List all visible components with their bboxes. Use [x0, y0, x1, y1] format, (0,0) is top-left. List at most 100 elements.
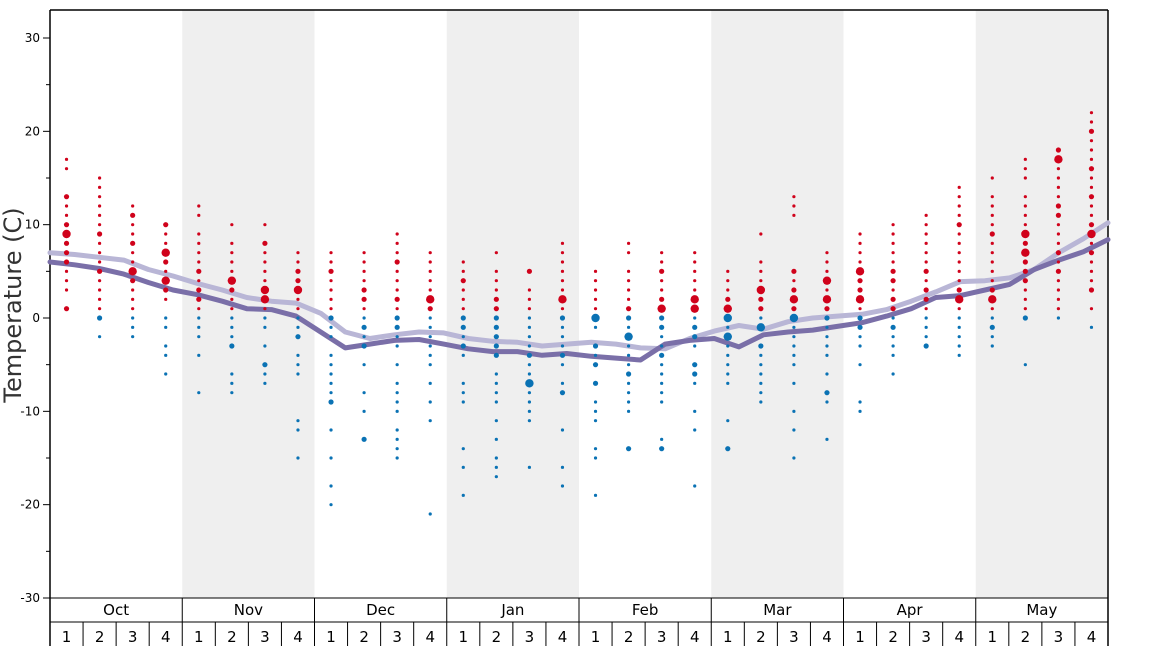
- warm-dot: [1056, 223, 1061, 227]
- warm-dot: [1022, 259, 1028, 265]
- warm-dot: [990, 260, 994, 264]
- warm-dot: [1089, 213, 1094, 217]
- cold-dot: [164, 325, 168, 329]
- week-label: 2: [492, 628, 502, 646]
- cold-dot: [461, 335, 465, 339]
- warm-dot: [822, 295, 832, 304]
- cold-dot: [792, 335, 796, 339]
- warm-dot: [989, 231, 995, 237]
- warm-dot: [1023, 307, 1027, 311]
- cold-dot: [395, 381, 399, 385]
- month-band: [446, 10, 579, 598]
- cold-dot: [460, 324, 466, 330]
- warm-dot: [197, 213, 201, 217]
- cold-dot: [792, 428, 796, 432]
- warm-dot: [97, 176, 102, 180]
- warm-dot: [130, 240, 136, 246]
- cold-dot: [825, 344, 829, 348]
- warm-dot: [461, 260, 465, 264]
- cold-dot: [560, 465, 565, 469]
- temperature-lines: [47, 220, 1111, 363]
- warm-dot: [924, 241, 928, 245]
- warm-dot: [1089, 176, 1094, 180]
- warm-dot: [197, 251, 201, 255]
- cold-dot: [295, 334, 301, 340]
- warm-dot: [461, 297, 465, 301]
- cold-dot: [659, 324, 665, 330]
- warm-dot: [1089, 111, 1094, 115]
- cold-dot: [428, 353, 432, 357]
- cold-dot: [625, 315, 632, 321]
- warm-dot: [97, 195, 102, 199]
- cold-dot: [825, 400, 829, 404]
- warm-dot: [855, 267, 865, 276]
- cold-dot: [329, 353, 333, 357]
- warm-dot: [1023, 213, 1027, 217]
- warm-dot: [923, 268, 929, 274]
- cold-dot: [559, 352, 566, 358]
- cold-dot: [164, 353, 168, 357]
- warm-dot: [659, 268, 665, 274]
- cold-dot: [692, 334, 698, 340]
- cold-dot: [164, 344, 168, 348]
- warm-dot: [163, 259, 169, 265]
- warm-dot: [164, 232, 168, 236]
- y-tick-label: -10: [20, 404, 40, 418]
- cold-dot: [361, 324, 367, 330]
- warm-dot: [295, 278, 301, 284]
- warm-dot: [1055, 268, 1062, 274]
- cold-dot: [990, 344, 994, 348]
- warm-dot: [990, 204, 994, 208]
- cold-dot: [263, 325, 267, 329]
- y-tick-label: -30: [20, 591, 40, 605]
- warm-dot: [361, 296, 367, 302]
- cold-dot: [592, 362, 599, 368]
- warm-dot: [593, 269, 598, 273]
- x-axis: Oct 1 2 3 4 Nov 1 2 3 4 Dec 1 2 3 4 Jan 1 2 3 4 Feb 1 2 3 4 Mar 1 2…: [49, 597, 1109, 646]
- cold-dot: [394, 324, 400, 330]
- week-label: 1: [326, 628, 336, 646]
- cold-dot: [164, 316, 168, 320]
- cold-dot: [626, 344, 631, 348]
- warm-dot: [362, 251, 366, 255]
- cold-dot: [395, 363, 399, 367]
- warm-dot: [296, 251, 300, 255]
- month-label: Mar: [763, 601, 792, 619]
- cold-dot: [328, 399, 334, 405]
- cold-dot: [990, 316, 994, 320]
- warm-dot: [1056, 297, 1061, 301]
- cold-dot: [527, 325, 532, 329]
- warm-dot: [824, 306, 830, 312]
- cold-dot: [626, 353, 631, 357]
- cold-dot: [362, 363, 366, 367]
- warm-dot: [1089, 241, 1094, 245]
- cold-dot: [924, 316, 928, 320]
- cold-dot: [989, 324, 995, 330]
- cold-dot: [1056, 316, 1061, 320]
- warm-dot: [825, 269, 829, 273]
- week-label: 4: [425, 628, 435, 646]
- cold-dot: [693, 344, 697, 348]
- cold-dot: [693, 428, 697, 432]
- warm-dot: [825, 260, 829, 264]
- warm-dot: [923, 287, 929, 293]
- warm-dot: [426, 295, 435, 304]
- warm-dot: [758, 296, 764, 302]
- warm-dot: [924, 251, 928, 255]
- cold-dot: [494, 475, 498, 479]
- week-label: 4: [161, 628, 171, 646]
- cold-dot: [329, 325, 333, 329]
- cold-dot: [395, 428, 399, 432]
- warm-dot: [262, 240, 268, 246]
- warm-dot: [891, 223, 895, 227]
- warm-dot: [1023, 297, 1027, 301]
- warm-dot: [990, 279, 994, 283]
- cold-dot: [624, 332, 633, 341]
- warm-dot: [295, 268, 301, 274]
- warm-dot: [990, 241, 994, 245]
- warm-dot: [197, 279, 201, 283]
- warm-dot: [1056, 176, 1061, 180]
- cold-dot: [494, 391, 498, 395]
- warm-dot: [296, 260, 300, 264]
